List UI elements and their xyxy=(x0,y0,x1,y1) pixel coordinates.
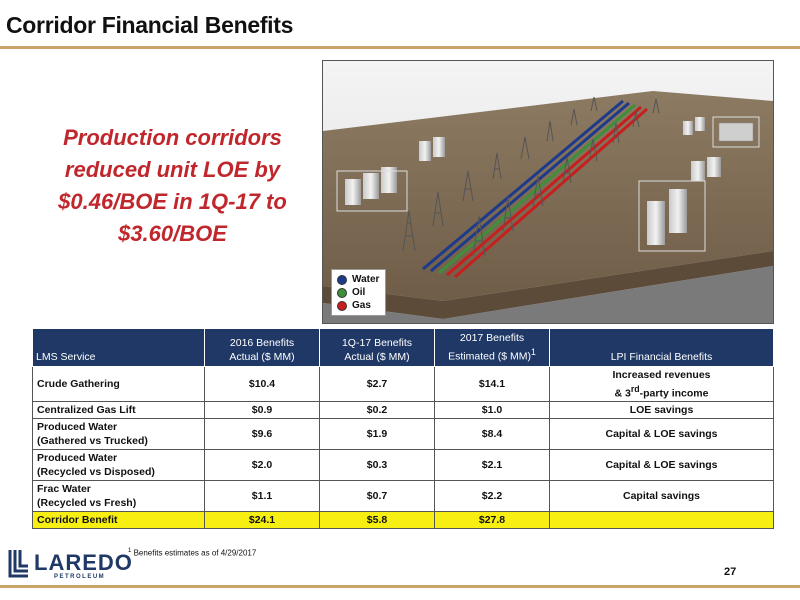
storage-tanks xyxy=(345,117,754,245)
benefit-cell: LOE savings xyxy=(549,401,774,419)
benefit-cell: Capital savings xyxy=(549,480,774,512)
headline-line-3: $0.46/BOE in 1Q-17 to xyxy=(58,188,287,214)
table-row: Crude Gathering $10.4 $2.7 $14.1 Increas… xyxy=(32,365,774,402)
headline-callout: Production corridors reduced unit LOE by… xyxy=(30,122,315,250)
value-2016: $9.6 xyxy=(204,418,320,450)
value-2016: $0.9 xyxy=(204,401,320,419)
value-1q17: $0.2 xyxy=(319,401,435,419)
service-cell: Centralized Gas Lift xyxy=(32,401,205,419)
table-row: Frac Water (Recycled vs Fresh) $1.1 $0.7… xyxy=(32,480,774,512)
corridor-illustration xyxy=(323,61,773,323)
logo-subtitle: PETROLEUM xyxy=(54,574,106,580)
table-row: Produced Water (Gathered vs Trucked) $9.… xyxy=(32,418,774,450)
legend-label-oil: Oil xyxy=(352,287,366,298)
value-2017-est: $2.2 xyxy=(434,480,550,512)
value-1q17: $0.7 xyxy=(319,480,435,512)
value-2017-est: $14.1 xyxy=(434,365,550,402)
title-divider xyxy=(0,46,800,49)
value-2016: $2.0 xyxy=(204,449,320,481)
oil-dot-icon xyxy=(337,287,347,298)
value-2016: $1.1 xyxy=(204,480,320,512)
value-2016: $10.4 xyxy=(204,365,320,402)
value-1q17: $1.9 xyxy=(319,418,435,450)
service-cell: Produced Water (Gathered vs Trucked) xyxy=(32,418,205,450)
legend-label-water: Water xyxy=(352,274,380,285)
page-title: Corridor Financial Benefits xyxy=(6,12,294,38)
benefit-cell: Capital & LOE savings xyxy=(549,418,774,450)
corridor-rendering-image: Water Oil Gas xyxy=(322,60,774,324)
value-2017-est: $8.4 xyxy=(434,418,550,450)
legend-item-water: Water xyxy=(337,273,379,286)
value-1q17: $2.7 xyxy=(319,365,435,402)
service-cell: Frac Water (Recycled vs Fresh) xyxy=(32,480,205,512)
table-row: Centralized Gas Lift $0.9 $0.2 $1.0 LOE … xyxy=(32,401,774,419)
value-2017-est: $1.0 xyxy=(434,401,550,419)
header-1q17-actual: 1Q-17 Benefits Actual ($ MM) xyxy=(319,328,435,367)
value-2017-est: $2.1 xyxy=(434,449,550,481)
legend-item-gas: Gas xyxy=(337,299,379,312)
table-header-row: LMS Service 2016 Benefits Actual ($ MM) … xyxy=(32,328,774,367)
pipeline-legend: Water Oil Gas xyxy=(331,269,387,316)
value-1q17: $0.3 xyxy=(319,449,435,481)
logo-mark-icon xyxy=(8,550,28,578)
company-logo: LAREDO PETROLEUM xyxy=(6,546,132,584)
table-row: Produced Water (Recycled vs Disposed) $2… xyxy=(32,449,774,481)
total-benefit xyxy=(549,511,774,529)
page-number: 27 xyxy=(724,566,737,578)
legend-label-gas: Gas xyxy=(352,300,371,311)
water-dot-icon xyxy=(337,274,347,285)
header-2016-actual: 2016 Benefits Actual ($ MM) xyxy=(204,328,320,367)
total-1q17: $5.8 xyxy=(319,511,435,529)
total-2017-est: $27.8 xyxy=(434,511,550,529)
service-cell: Crude Gathering xyxy=(32,365,205,402)
benefit-cell: Capital & LOE savings xyxy=(549,449,774,481)
legend-item-oil: Oil xyxy=(337,286,379,299)
service-cell: Produced Water (Recycled vs Disposed) xyxy=(32,449,205,481)
benefits-table: LMS Service 2016 Benefits Actual ($ MM) … xyxy=(32,328,774,529)
footnote: 1 Benefits estimates as of 4/29/2017 xyxy=(128,548,257,558)
logo-wordmark: LAREDO xyxy=(34,550,133,575)
header-lpi-benefits: LPI Financial Benefits xyxy=(549,328,774,367)
footer-divider xyxy=(0,585,800,588)
well-derricks xyxy=(402,96,660,257)
total-row: Corridor Benefit $24.1 $5.8 $27.8 xyxy=(32,511,774,529)
pipeline-corridor xyxy=(422,99,648,279)
headline-line-1: Production corridors xyxy=(63,125,282,150)
header-2017-estimated: 2017 Benefits Estimated ($ MM)1 xyxy=(434,328,550,367)
facility-pads xyxy=(336,116,760,252)
total-2016: $24.1 xyxy=(204,511,320,529)
headline-line-2: reduced unit LOE by xyxy=(64,156,281,182)
gas-dot-icon xyxy=(337,300,347,311)
headline-line-4: $3.60/BOE xyxy=(118,220,227,246)
header-lms-service: LMS Service xyxy=(32,328,205,367)
total-label: Corridor Benefit xyxy=(32,511,205,529)
benefit-cell: Increased revenues & 3rd-party income xyxy=(549,365,774,402)
